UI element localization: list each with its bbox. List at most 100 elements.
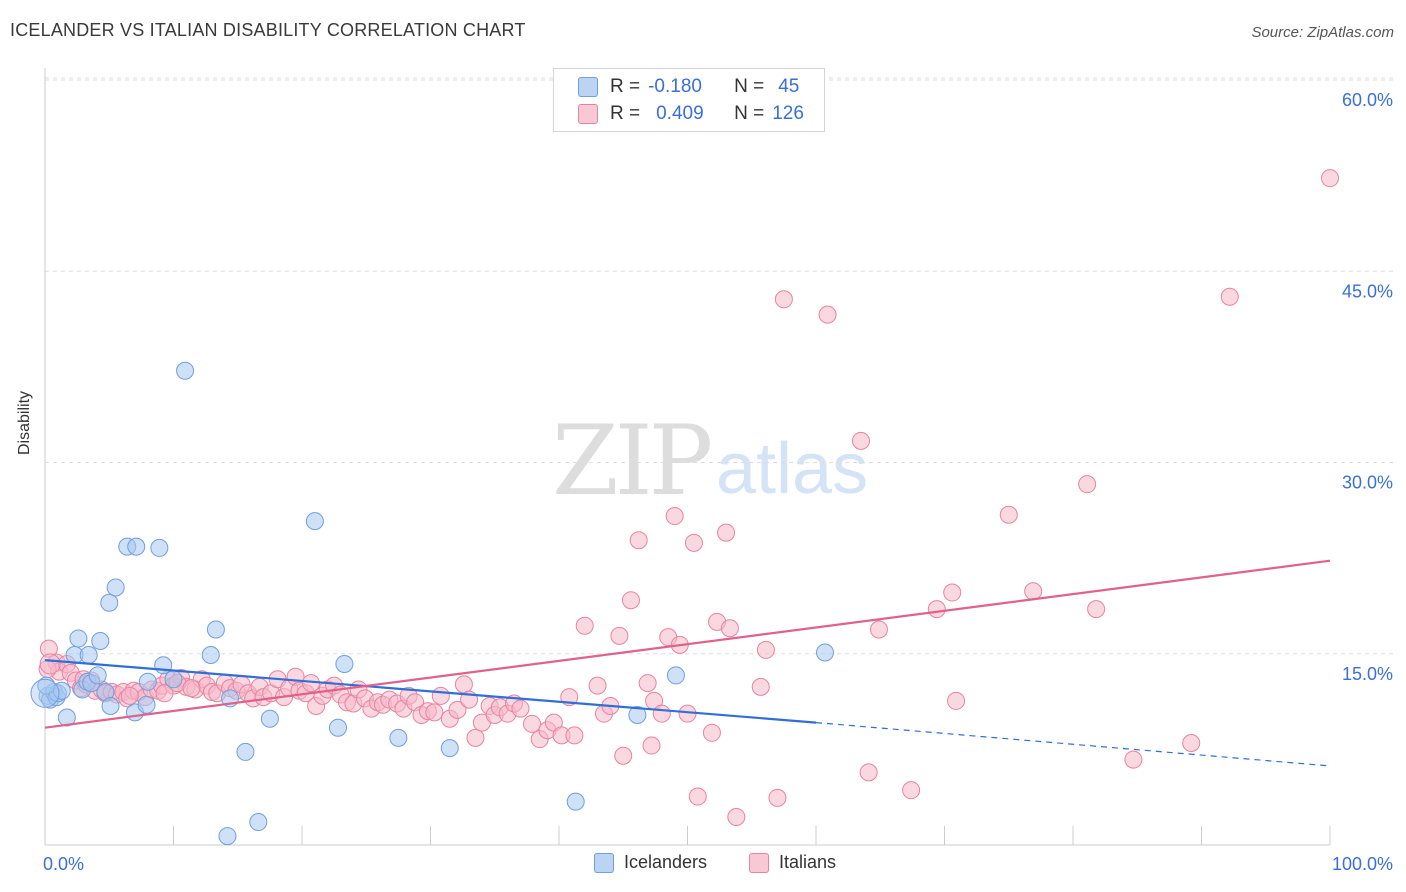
data-point: [628, 705, 647, 724]
data-point: [39, 653, 61, 675]
tick-labels: 15.0% 30.0% 45.0% 60.0% 0.0% 100.0%: [43, 90, 1393, 874]
trend-lines: [44, 559, 1331, 767]
data-point: [621, 591, 640, 610]
data-point: [999, 505, 1018, 524]
bottom-legend-icelanders: Icelanders: [594, 852, 707, 873]
legend-r-label: R =: [610, 76, 641, 97]
chart-title: ICELANDER VS ITALIAN DISABILITY CORRELAT…: [10, 20, 526, 40]
legend-n-label: N =: [734, 76, 765, 97]
grid-lines: [45, 77, 1393, 655]
data-point: [1124, 750, 1143, 769]
y-axis-label: Disability: [16, 390, 33, 455]
data-point: [588, 676, 607, 695]
data-point: [425, 703, 444, 722]
bottom-legend-label: Italians: [779, 852, 837, 872]
data-point: [101, 697, 120, 716]
data-point: [137, 695, 156, 714]
x-tick-label-min: 0.0%: [43, 854, 84, 874]
data-point: [120, 686, 139, 705]
data-point: [249, 813, 268, 832]
axes: [44, 68, 1331, 846]
data-point: [1321, 169, 1339, 188]
data-point: [717, 523, 736, 542]
data-point: [902, 781, 921, 800]
data-point: [431, 686, 450, 705]
data-point: [335, 654, 354, 673]
data-point: [751, 677, 770, 696]
data-point: [610, 626, 629, 645]
bottom-swatch-pink: [749, 852, 769, 873]
data-point: [389, 728, 408, 747]
y-tick-label: 60.0%: [1342, 90, 1393, 110]
data-point: [466, 728, 485, 747]
legend-r-label: R =: [610, 103, 641, 124]
legend-swatch-pink: [578, 104, 598, 124]
data-point: [155, 684, 174, 703]
data-point: [176, 361, 195, 380]
data-point: [79, 646, 98, 665]
legend-row-italians: R = 0.409 N = 126: [578, 102, 804, 126]
data-point: [305, 512, 324, 531]
y-tick-label: 30.0%: [1342, 473, 1393, 493]
legend-n-value: 126: [772, 103, 804, 124]
data-point: [218, 827, 237, 846]
bottom-legend: Icelanders Italians: [0, 852, 1406, 878]
data-point: [869, 620, 888, 639]
data-point: [665, 507, 684, 526]
data-point: [1087, 600, 1106, 619]
data-point: [328, 718, 347, 737]
legend-r-value: 0.409: [656, 103, 704, 124]
data-point: [720, 619, 739, 638]
bottom-swatch-blue: [594, 852, 614, 873]
watermark-atlas: atlas: [716, 429, 869, 509]
data-point: [523, 714, 542, 733]
legend-n-value: 45: [778, 76, 800, 97]
data-point: [138, 672, 157, 691]
data-point: [756, 640, 775, 659]
data-point: [684, 533, 703, 552]
legend-n-label: N =: [734, 103, 765, 124]
data-point: [727, 807, 746, 826]
data-point: [37, 676, 56, 695]
legend-row-icelanders: R = -0.180 N = 45: [578, 75, 799, 99]
data-point: [688, 787, 707, 806]
data-point: [818, 305, 837, 324]
data-point: [57, 708, 76, 727]
data-point: [1024, 582, 1043, 601]
data-point: [774, 290, 793, 309]
data-point: [1078, 475, 1097, 494]
data-point: [260, 709, 279, 728]
data-point: [575, 616, 594, 635]
data-point: [851, 431, 870, 450]
data-point: [440, 739, 459, 758]
data-point: [88, 666, 107, 685]
italians-points: [38, 169, 1339, 826]
bottom-legend-italians: Italians: [749, 852, 836, 873]
data-point: [100, 593, 119, 612]
data-point: [815, 643, 834, 662]
data-point: [448, 700, 467, 719]
data-point: [182, 679, 201, 698]
data-point: [642, 736, 661, 755]
data-point: [768, 788, 787, 807]
data-point: [927, 600, 946, 619]
data-point: [638, 674, 657, 693]
data-point: [565, 726, 584, 745]
legend-box: R = -0.180 N = 45 R = 0.409 N = 126: [553, 68, 825, 132]
icelanders-points: [30, 361, 834, 846]
data-point: [91, 632, 110, 650]
data-point: [201, 646, 220, 665]
data-point: [164, 670, 183, 689]
x-tick-label-max: 100.0%: [1332, 854, 1393, 874]
data-point: [666, 666, 685, 685]
data-point: [702, 723, 721, 742]
y-tick-label: 45.0%: [1342, 281, 1393, 301]
data-point: [943, 583, 962, 602]
watermark-zip: ZIP: [552, 405, 713, 517]
legend-swatch-blue: [578, 77, 598, 97]
y-tick-label: 15.0%: [1342, 664, 1393, 684]
bottom-legend-label: Icelanders: [624, 852, 708, 872]
icelanders-trend-extension: [815, 722, 1331, 767]
data-point: [1182, 734, 1201, 752]
